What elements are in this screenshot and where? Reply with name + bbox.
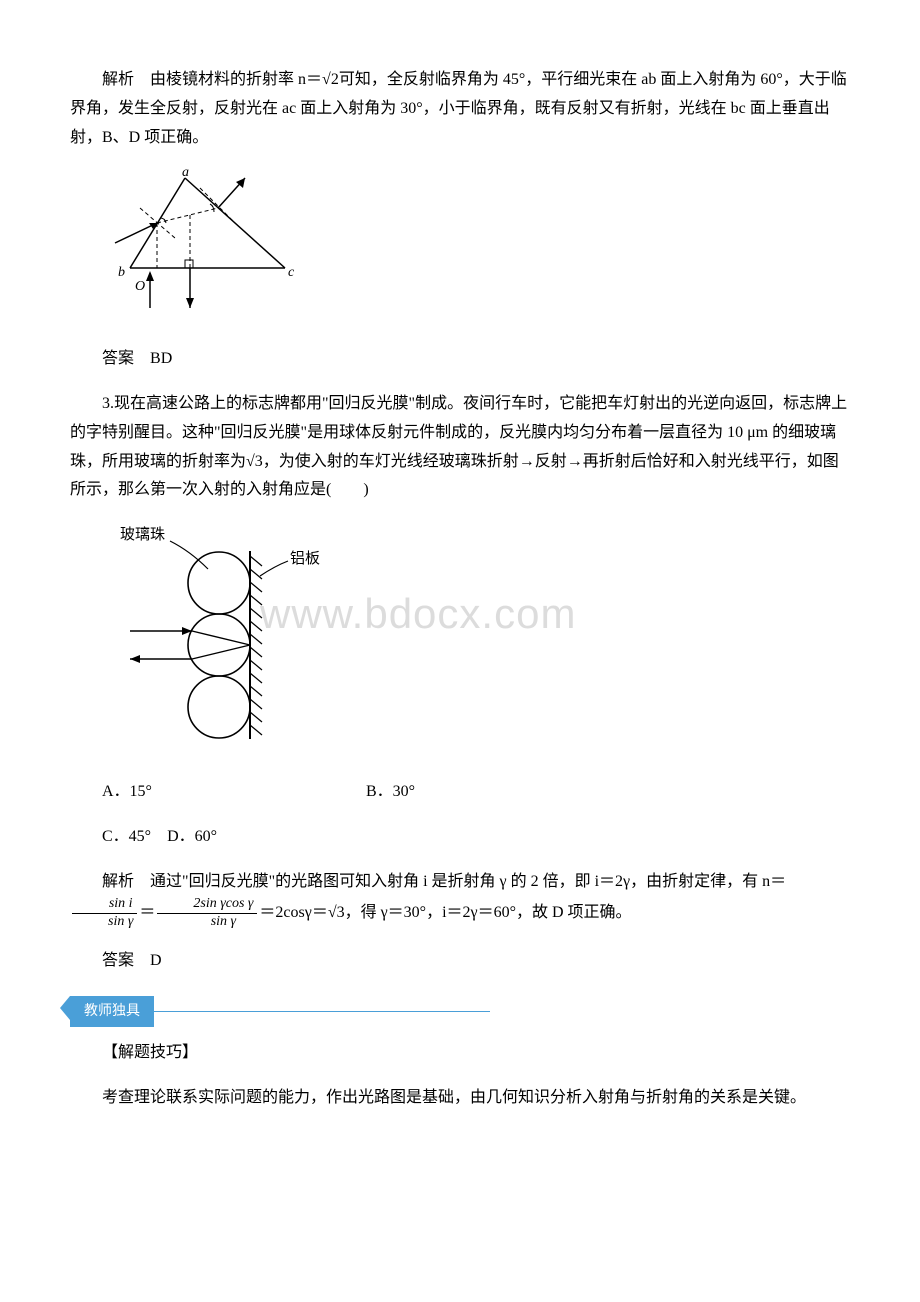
answer-1-label: 答案 <box>102 350 134 367</box>
answer-2-value: D <box>150 952 162 969</box>
question-3-number: 3. <box>102 395 114 412</box>
label-aluminum: 铝板 <box>290 549 320 567</box>
option-b: B．30° <box>366 778 415 807</box>
frac1-den: sin γ <box>72 914 137 931</box>
frac2-den: sin γ <box>157 914 257 931</box>
fraction-2: 2sin γcos γsin γ <box>157 896 257 931</box>
label-a: a <box>182 168 189 180</box>
prism-svg: a b c O <box>110 168 310 318</box>
label-glass-bead: 玻璃珠 <box>120 526 165 543</box>
teacher-label-box: 教师独具 <box>70 996 154 1027</box>
explanation-2-suffix: ＝2cosγ＝√3，得 γ＝30°，i＝2γ＝60°，故 D 项正确。 <box>259 904 631 921</box>
prism-diagram: a b c O <box>110 168 850 329</box>
solution-technique-text: 考查理论联系实际问题的能力，作出光路图是基础，由几何知识分析入射角与折射角的关系… <box>70 1084 850 1113</box>
explanation-2-label: 解析 <box>102 873 134 890</box>
frac1-num: sin i <box>72 896 137 914</box>
label-O: O <box>135 279 145 294</box>
equals-1: ＝ <box>139 904 155 921</box>
explanation-2: 解析 通过"回归反光膜"的光路图可知入射角 i 是折射角 γ 的 2 倍，即 i… <box>70 868 850 931</box>
option-a: A．15° <box>102 778 362 807</box>
fraction-1: sin isin γ <box>72 896 137 931</box>
explanation-1: 解析 由棱镜材料的折射率 n＝√2可知，全反射临界角为 45°，平行细光束在 a… <box>70 66 850 152</box>
teacher-section-header: 教师独具 <box>70 996 850 1027</box>
question-3: 3.现在高速公路上的标志牌都用"回归反光膜"制成。夜间行车时，它能把车灯射出的光… <box>70 390 850 505</box>
frac2-num: 2sin γcos γ <box>157 896 257 914</box>
question-3-text: 现在高速公路上的标志牌都用"回归反光膜"制成。夜间行车时，它能把车灯射出的光逆向… <box>70 395 847 498</box>
explanation-2-prefix: 通过"回归反光膜"的光路图可知入射角 i 是折射角 γ 的 2 倍，即 i＝2γ… <box>150 873 786 890</box>
glass-bead-diagram: www.bdocx.com 玻璃珠 铝板 <box>110 521 850 762</box>
explanation-1-text: 由棱镜材料的折射率 n＝√2可知，全反射临界角为 45°，平行细光束在 ab 面… <box>70 71 847 146</box>
options-row-1: A．15° B．30° <box>102 778 850 807</box>
options-row-2: C．45° D．60° <box>102 823 850 852</box>
option-d: D．60° <box>167 828 217 845</box>
option-c: C．45° <box>102 828 151 845</box>
label-b: b <box>118 265 125 280</box>
label-c: c <box>288 265 295 280</box>
answer-1-value: BD <box>150 350 172 367</box>
answer-2: 答案 D <box>70 947 850 976</box>
explanation-1-label: 解析 <box>102 71 134 88</box>
answer-2-label: 答案 <box>102 952 134 969</box>
teacher-line <box>150 1011 490 1012</box>
answer-1: 答案 BD <box>70 345 850 374</box>
glass-bead-svg: 玻璃珠 铝板 <box>110 521 370 751</box>
solution-technique-title: 【解题技巧】 <box>102 1039 850 1068</box>
